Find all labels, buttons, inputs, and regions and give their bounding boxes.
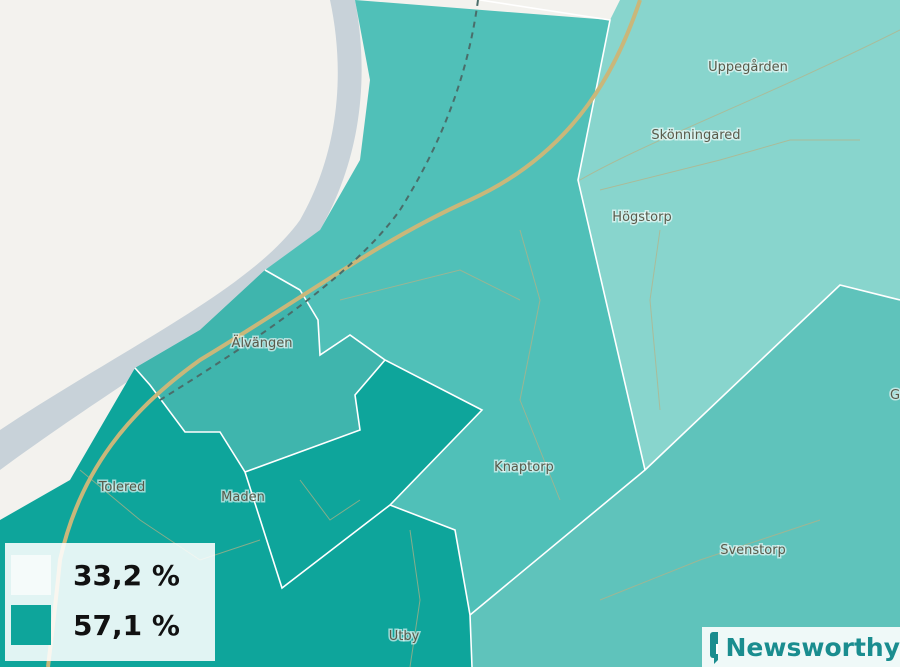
place-label: Knaptorp bbox=[494, 460, 554, 475]
place-label: Skönningared bbox=[651, 128, 740, 143]
place-label: Svenstorp bbox=[720, 543, 786, 558]
legend-swatch bbox=[11, 555, 51, 595]
place-label: Maden bbox=[221, 490, 265, 505]
legend: 33,2 % 57,1 % bbox=[5, 543, 215, 661]
legend-item: 57,1 % bbox=[11, 603, 180, 647]
region-hogstorp bbox=[578, 0, 900, 470]
roads bbox=[79, 29, 900, 667]
legend-swatch bbox=[11, 605, 51, 645]
brand: Newsworthy bbox=[702, 627, 900, 667]
borders bbox=[134, 0, 900, 667]
region-alvangen bbox=[135, 270, 385, 472]
brand-logo bbox=[710, 632, 718, 664]
railway bbox=[159, 0, 479, 401]
border bbox=[469, 0, 646, 616]
region-svenstorp bbox=[470, 285, 900, 667]
border bbox=[244, 359, 386, 473]
brand-name: Newsworthy bbox=[725, 632, 900, 662]
legend-label: 33,2 % bbox=[73, 558, 180, 592]
place-label: Uppegården bbox=[708, 60, 788, 75]
place-label: Tolered bbox=[98, 480, 146, 495]
legend-label: 57,1 % bbox=[73, 608, 180, 642]
place-label: G bbox=[890, 388, 900, 403]
region-maden bbox=[245, 360, 482, 588]
border bbox=[134, 269, 484, 590]
place-label: Älvängen bbox=[232, 335, 293, 351]
place-label: Utby bbox=[389, 629, 420, 644]
border bbox=[389, 504, 473, 667]
legend-item: 33,2 % bbox=[11, 553, 180, 597]
place-label: Högstorp bbox=[612, 210, 671, 225]
river-bank bbox=[0, 0, 362, 470]
border bbox=[644, 284, 900, 471]
